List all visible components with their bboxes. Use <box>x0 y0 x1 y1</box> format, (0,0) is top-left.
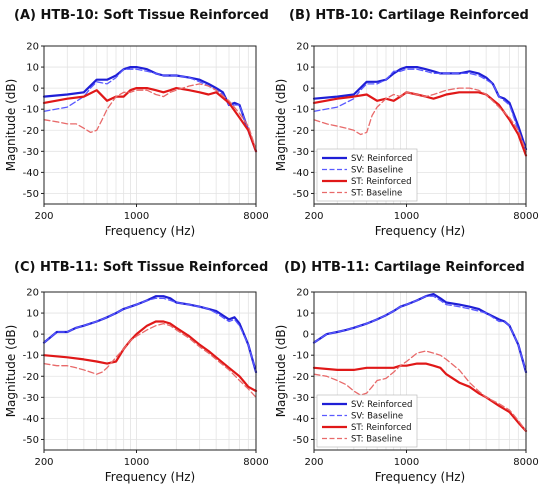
x-axis-label: Frequency (Hz) <box>105 470 196 484</box>
legend-label: SV: Baseline <box>351 412 403 422</box>
chart-panel: (A) HTB-10: Soft Tissue Reinforced -50 -40… <box>4 8 269 238</box>
y-tick-label: 0 <box>33 330 39 341</box>
series-line-sv-reinforced <box>312 293 528 374</box>
y-tick-label: -20 <box>293 372 309 383</box>
y-tick-label: 0 <box>33 84 39 95</box>
y-tick-label: 10 <box>296 63 309 74</box>
series-line-st-baseline <box>313 350 527 432</box>
panel-title: (D) HTB-11: Cartilage Reinforced <box>284 260 525 275</box>
y-tick-label: 0 <box>303 330 309 341</box>
y-tick-label: -40 <box>293 168 309 179</box>
y-tick-label: 20 <box>26 42 39 53</box>
x-tick-label: 200 <box>34 457 53 468</box>
series-line-st-baseline <box>313 87 527 152</box>
y-axis-label: Magnitude (dB) <box>4 325 18 418</box>
series-line-sv-reinforced <box>312 65 528 151</box>
series-line-sv-baseline <box>43 297 257 373</box>
x-tick-label: 1000 <box>124 211 149 222</box>
series-line-sv-baseline <box>313 295 527 373</box>
plot-frame <box>313 45 527 205</box>
legend-label: SV: Reinforced <box>351 154 412 164</box>
y-tick-label: -50 <box>293 435 309 446</box>
y-tick-label: 0 <box>303 84 309 95</box>
y-tick-label: 10 <box>26 309 39 320</box>
y-tick-label: -40 <box>23 168 39 179</box>
y-tick-label: 20 <box>26 288 39 299</box>
legend-label: ST: Reinforced <box>351 177 412 187</box>
series-line-sv-baseline <box>313 68 527 152</box>
x-tick-label: 200 <box>304 211 323 222</box>
panel-title: (C) HTB-11: Soft Tissue Reinforced <box>14 260 268 275</box>
legend-label: ST: Baseline <box>351 435 402 445</box>
x-axis-label: Frequency (Hz) <box>375 470 466 484</box>
series-line-st-reinforced <box>42 320 258 393</box>
legend-label: SV: Reinforced <box>351 400 412 410</box>
x-tick-label: 200 <box>34 211 53 222</box>
y-tick-label: -30 <box>293 393 309 404</box>
y-tick-label: 20 <box>296 42 309 53</box>
legend-label: ST: Baseline <box>351 189 402 199</box>
y-tick-label: -10 <box>23 351 39 362</box>
y-tick-label: -10 <box>23 105 39 116</box>
x-axis-label: Frequency (Hz) <box>105 224 196 238</box>
series-line-st-reinforced <box>312 362 528 433</box>
chart-panel: (C) HTB-11: Soft Tissue Reinforced -50 -40… <box>4 260 269 484</box>
series-line-st-baseline <box>43 322 257 398</box>
y-tick-label: -50 <box>23 435 39 446</box>
y-tick-label: -10 <box>293 105 309 116</box>
series-line-st-baseline <box>43 83 257 150</box>
y-tick-label: -50 <box>293 189 309 200</box>
y-axis-label: Magnitude (dB) <box>4 79 18 172</box>
x-tick-label: 1000 <box>124 457 149 468</box>
legend-label: ST: Reinforced <box>351 423 412 433</box>
series-line-st-reinforced <box>42 86 258 153</box>
y-axis-label: Magnitude (dB) <box>274 325 288 418</box>
y-tick-label: -20 <box>293 126 309 137</box>
y-tick-label: -30 <box>293 147 309 158</box>
y-tick-label: 10 <box>26 63 39 74</box>
x-tick-label: 1000 <box>394 211 419 222</box>
series-line-sv-baseline <box>43 68 257 152</box>
chart-panel: (D) HTB-11: Cartilage Reinforced -50 -40 -3… <box>274 260 539 484</box>
x-tick-label: 8000 <box>243 211 268 222</box>
x-tick-label: 1000 <box>394 457 419 468</box>
y-axis-label: Magnitude (dB) <box>274 79 288 172</box>
chart-panel: (B) HTB-10: Cartilage Reinforced -50 -40 -3… <box>274 8 539 238</box>
panel-title: (A) HTB-10: Soft Tissue Reinforced <box>14 8 269 23</box>
y-tick-label: -20 <box>23 372 39 383</box>
y-tick-label: 10 <box>296 309 309 320</box>
x-axis-label: Frequency (Hz) <box>375 224 466 238</box>
y-tick-label: -30 <box>23 393 39 404</box>
y-tick-label: -50 <box>23 189 39 200</box>
y-tick-label: 20 <box>296 288 309 299</box>
y-tick-label: -20 <box>23 126 39 137</box>
plot-frame <box>43 291 257 451</box>
legend-label: SV: Baseline <box>351 166 403 176</box>
x-tick-label: 8000 <box>243 457 268 468</box>
x-tick-label: 8000 <box>513 211 538 222</box>
y-tick-label: -30 <box>23 147 39 158</box>
y-tick-label: -10 <box>293 351 309 362</box>
plot-frame <box>43 45 257 205</box>
y-tick-label: -40 <box>293 414 309 425</box>
series-line-st-reinforced <box>312 91 528 157</box>
y-tick-label: -40 <box>23 414 39 425</box>
x-tick-label: 200 <box>304 457 323 468</box>
x-tick-label: 8000 <box>513 457 538 468</box>
plot-frame <box>313 291 527 451</box>
panel-title: (B) HTB-10: Cartilage Reinforced <box>289 8 529 23</box>
